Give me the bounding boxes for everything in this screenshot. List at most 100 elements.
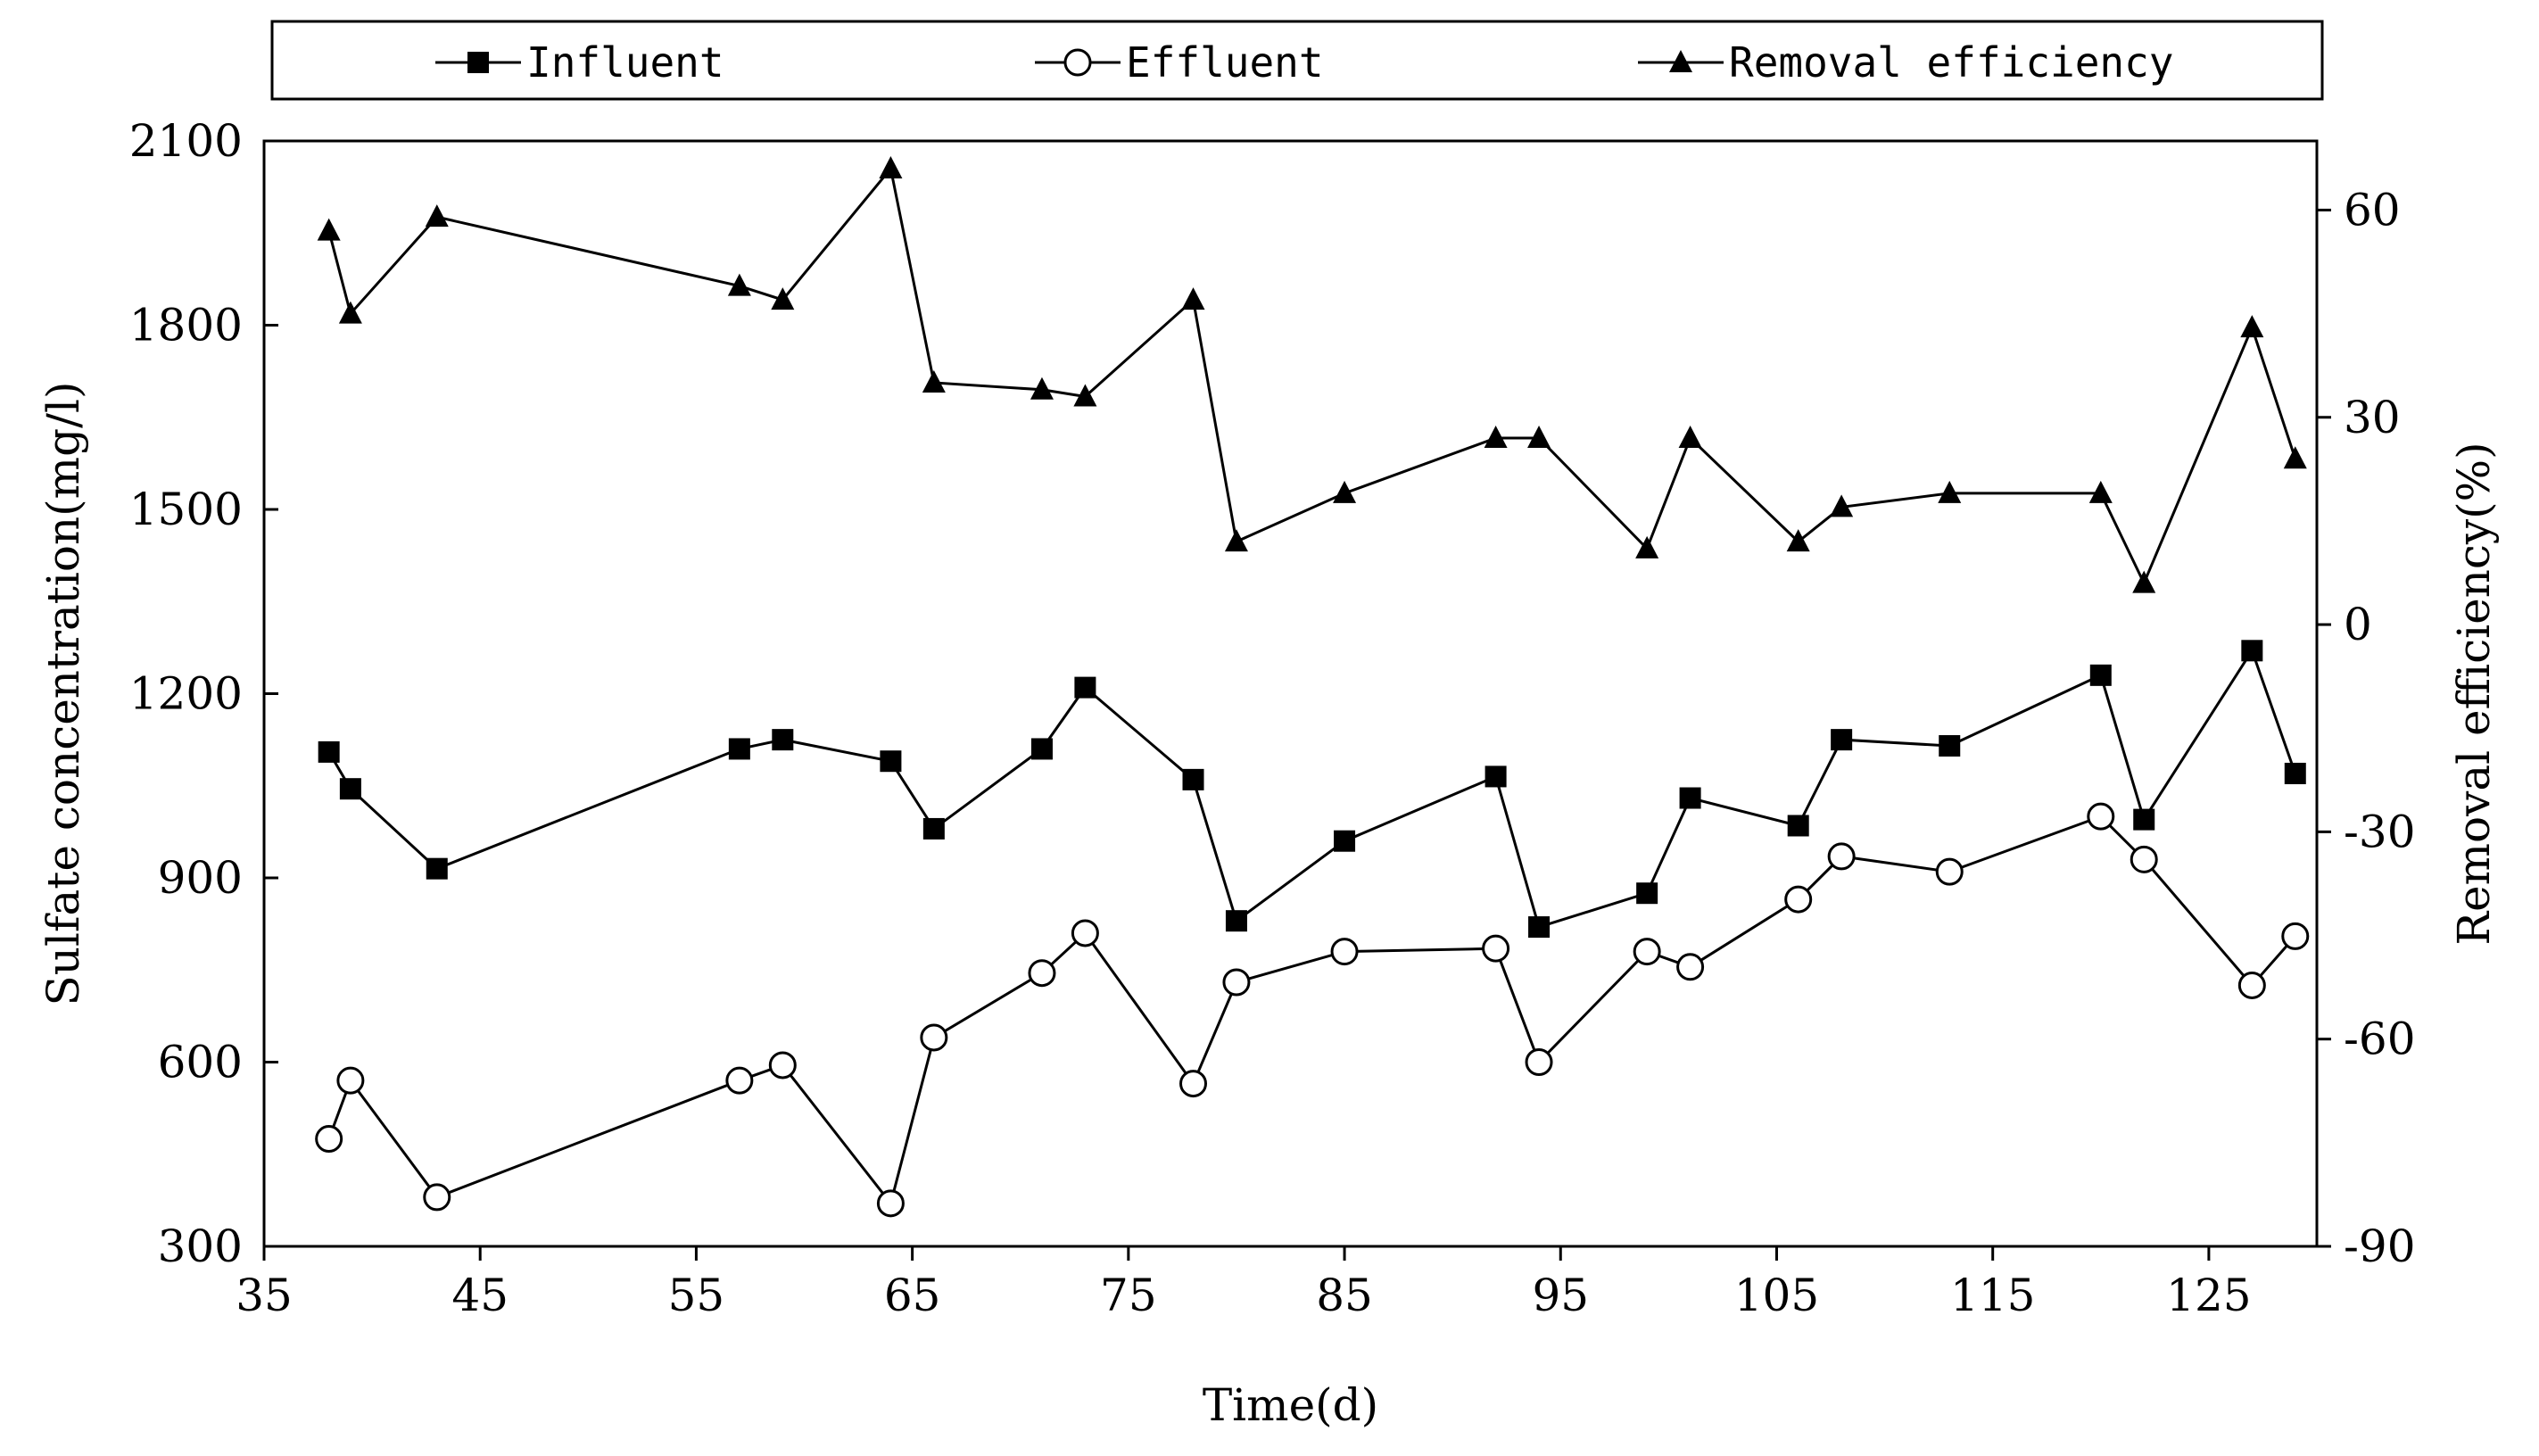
data-point <box>1330 938 1359 966</box>
data-point <box>772 729 794 751</box>
data-point <box>1071 919 1099 947</box>
data-point <box>1831 729 1853 751</box>
y-right-tick-label: 30 <box>2344 392 2401 443</box>
series-layer <box>315 155 2310 1218</box>
y-left-tick-label: 1800 <box>129 300 243 352</box>
data-point <box>2089 664 2112 686</box>
data-point <box>1333 480 1357 503</box>
legend-label: Influent <box>526 38 724 87</box>
y-right-tick-label: -90 <box>2344 1220 2416 1272</box>
plot-area-border <box>262 139 2319 1248</box>
legend-label: Removal efficiency <box>1729 38 2174 87</box>
data-point <box>768 1051 797 1080</box>
series-removal-efficiency <box>317 155 2307 593</box>
data-point <box>2130 845 2158 873</box>
data-point <box>2133 808 2155 831</box>
x-axis-title: Time(d) <box>1203 1379 1378 1431</box>
legend-item: Effluent <box>1035 38 1324 87</box>
data-point <box>336 1066 365 1095</box>
data-point <box>426 857 448 880</box>
data-point <box>1485 765 1507 788</box>
data-point <box>338 301 362 324</box>
x-tick-label: 45 <box>451 1270 509 1321</box>
legend-box <box>270 20 2324 101</box>
y-right-tick-label: -30 <box>2344 806 2416 857</box>
legend-marker <box>1063 48 1092 77</box>
data-point <box>728 738 750 760</box>
data-point <box>1935 857 1964 886</box>
y-axis-left: 300 600 900 1200 1500 1800 2100 <box>129 115 278 1272</box>
data-point <box>876 1189 905 1218</box>
data-point <box>1633 938 1661 966</box>
data-point <box>1484 425 1508 448</box>
data-point <box>339 778 361 800</box>
x-tick-label: 85 <box>1316 1270 1373 1321</box>
data-point <box>1334 830 1356 852</box>
data-point <box>1787 815 1809 837</box>
x-tick-label: 65 <box>884 1270 941 1321</box>
data-point <box>1179 1070 1208 1098</box>
data-point <box>2088 480 2113 503</box>
data-point <box>1482 934 1510 963</box>
x-axis: 35 45 55 65 75 85 95 105 115 125 <box>236 1246 2252 1321</box>
data-point <box>1074 676 1096 699</box>
data-point <box>1028 959 1056 988</box>
data-point <box>1222 968 1251 997</box>
data-point <box>1181 287 1205 310</box>
series-line <box>327 647 2297 929</box>
data-point <box>2087 802 2115 831</box>
y-left-tick-label: 1500 <box>129 484 243 535</box>
data-point <box>2237 971 2266 999</box>
x-tick-label: 115 <box>1950 1270 2035 1321</box>
data-point <box>725 1066 754 1095</box>
data-point <box>922 817 945 840</box>
data-point <box>1830 494 1854 517</box>
data-point <box>1635 535 1659 558</box>
y-left-tick-label: 2100 <box>129 115 243 167</box>
series-line <box>327 815 2296 1207</box>
y-left-tick-label: 900 <box>158 852 243 904</box>
y-left-tick-label: 600 <box>158 1037 243 1088</box>
legend: Influent Effluent Removal efficiency <box>270 20 2324 101</box>
legend-item: Influent <box>435 38 724 87</box>
data-point <box>2241 640 2263 662</box>
data-point <box>318 740 340 763</box>
data-point <box>2132 570 2156 593</box>
y-axis-left-title: Sulfate concentration(mg/l) <box>37 382 89 1006</box>
y-left-tick-label: 300 <box>158 1220 243 1272</box>
series-line <box>327 165 2297 587</box>
data-point <box>1786 529 1810 552</box>
data-point <box>1182 768 1204 790</box>
x-tick-label: 105 <box>1734 1270 1819 1321</box>
data-point <box>1678 425 1702 448</box>
data-point <box>1636 882 1658 905</box>
data-point <box>423 1183 451 1212</box>
data-point <box>1676 953 1705 981</box>
data-point <box>880 750 902 773</box>
legend-marker <box>1669 50 1692 72</box>
y-right-tick-label: -60 <box>2344 1013 2416 1065</box>
data-point <box>2240 315 2264 338</box>
y-left-tick-label: 1200 <box>129 668 243 720</box>
data-point <box>727 273 751 296</box>
data-point <box>1939 735 1961 757</box>
data-point <box>920 1023 948 1052</box>
data-point <box>2284 762 2306 784</box>
data-point <box>425 204 449 228</box>
data-point <box>771 287 795 310</box>
x-tick-label: 55 <box>668 1270 725 1321</box>
data-point <box>1784 885 1813 914</box>
data-point <box>922 370 946 393</box>
y-axis-right-title: Removal efficiency(%) <box>2448 442 2500 945</box>
data-point <box>317 218 341 241</box>
y-right-tick-label: 0 <box>2344 599 2372 650</box>
data-point <box>1679 787 1701 809</box>
legend-label: Effluent <box>1126 38 1324 87</box>
y-axis-right: -90 -60 -30 0 30 60 <box>2317 184 2416 1272</box>
series-influent <box>318 640 2306 939</box>
data-point <box>1938 480 1962 503</box>
data-point <box>1827 842 1856 871</box>
x-tick-label: 75 <box>1100 1270 1157 1321</box>
plot-frame <box>262 139 2319 1248</box>
